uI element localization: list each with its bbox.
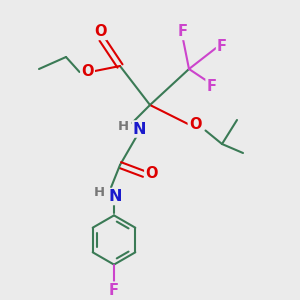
Text: F: F: [178, 24, 188, 39]
Text: F: F: [109, 283, 119, 298]
Text: O: O: [145, 167, 158, 182]
Text: N: N: [133, 122, 146, 136]
Text: O: O: [189, 117, 201, 132]
Text: H: H: [117, 120, 129, 133]
Text: F: F: [206, 80, 217, 94]
Text: N: N: [109, 189, 122, 204]
Text: F: F: [217, 39, 227, 54]
Text: H: H: [93, 185, 105, 199]
Text: O: O: [81, 64, 94, 80]
Text: O: O: [94, 24, 107, 39]
